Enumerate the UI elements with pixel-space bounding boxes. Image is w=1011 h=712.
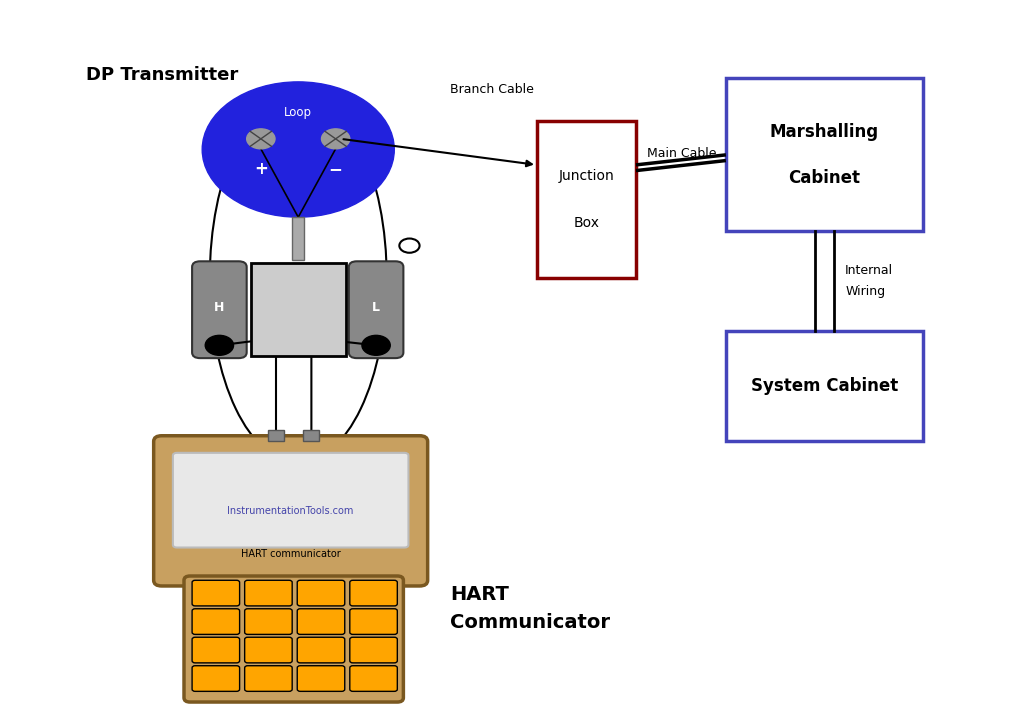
Circle shape	[399, 239, 420, 253]
FancyBboxPatch shape	[268, 430, 284, 441]
Text: Wiring: Wiring	[845, 286, 886, 298]
Text: Main Cable: Main Cable	[647, 147, 716, 160]
FancyBboxPatch shape	[537, 121, 636, 278]
Text: Marshalling: Marshalling	[770, 123, 879, 141]
FancyBboxPatch shape	[245, 666, 292, 691]
FancyBboxPatch shape	[726, 331, 923, 441]
FancyBboxPatch shape	[192, 637, 240, 663]
FancyBboxPatch shape	[350, 666, 397, 691]
Text: Branch Cable: Branch Cable	[451, 83, 534, 96]
FancyBboxPatch shape	[192, 609, 240, 634]
FancyBboxPatch shape	[292, 217, 304, 260]
Text: InstrumentationTools.com: InstrumentationTools.com	[227, 506, 354, 516]
FancyBboxPatch shape	[184, 576, 403, 702]
Text: DP Transmitter: DP Transmitter	[86, 66, 239, 84]
Text: −: −	[329, 159, 343, 178]
Text: System Cabinet: System Cabinet	[751, 377, 898, 395]
Circle shape	[321, 129, 350, 149]
FancyBboxPatch shape	[297, 580, 345, 606]
FancyBboxPatch shape	[251, 263, 346, 356]
Text: Cabinet: Cabinet	[789, 169, 860, 187]
Text: Loop: Loop	[284, 106, 312, 119]
FancyBboxPatch shape	[192, 580, 240, 606]
Text: Communicator: Communicator	[450, 614, 610, 632]
Text: H: H	[214, 301, 224, 314]
FancyBboxPatch shape	[245, 637, 292, 663]
FancyBboxPatch shape	[192, 666, 240, 691]
FancyBboxPatch shape	[245, 580, 292, 606]
FancyBboxPatch shape	[192, 261, 247, 358]
FancyBboxPatch shape	[726, 78, 923, 231]
FancyBboxPatch shape	[154, 436, 428, 586]
Text: +: +	[254, 159, 268, 178]
FancyBboxPatch shape	[245, 609, 292, 634]
FancyBboxPatch shape	[173, 453, 408, 548]
Text: HART: HART	[450, 585, 509, 604]
Text: Junction: Junction	[558, 169, 615, 183]
Text: Internal: Internal	[845, 264, 894, 277]
Text: Box: Box	[573, 216, 600, 230]
Circle shape	[362, 335, 390, 355]
Text: L: L	[372, 301, 380, 314]
FancyBboxPatch shape	[350, 637, 397, 663]
FancyBboxPatch shape	[297, 637, 345, 663]
Text: HART communicator: HART communicator	[241, 549, 341, 559]
FancyBboxPatch shape	[297, 609, 345, 634]
FancyBboxPatch shape	[303, 430, 319, 441]
FancyBboxPatch shape	[350, 609, 397, 634]
FancyBboxPatch shape	[297, 666, 345, 691]
FancyBboxPatch shape	[349, 261, 403, 358]
FancyBboxPatch shape	[350, 580, 397, 606]
Circle shape	[247, 129, 275, 149]
Circle shape	[205, 335, 234, 355]
Circle shape	[202, 82, 394, 217]
